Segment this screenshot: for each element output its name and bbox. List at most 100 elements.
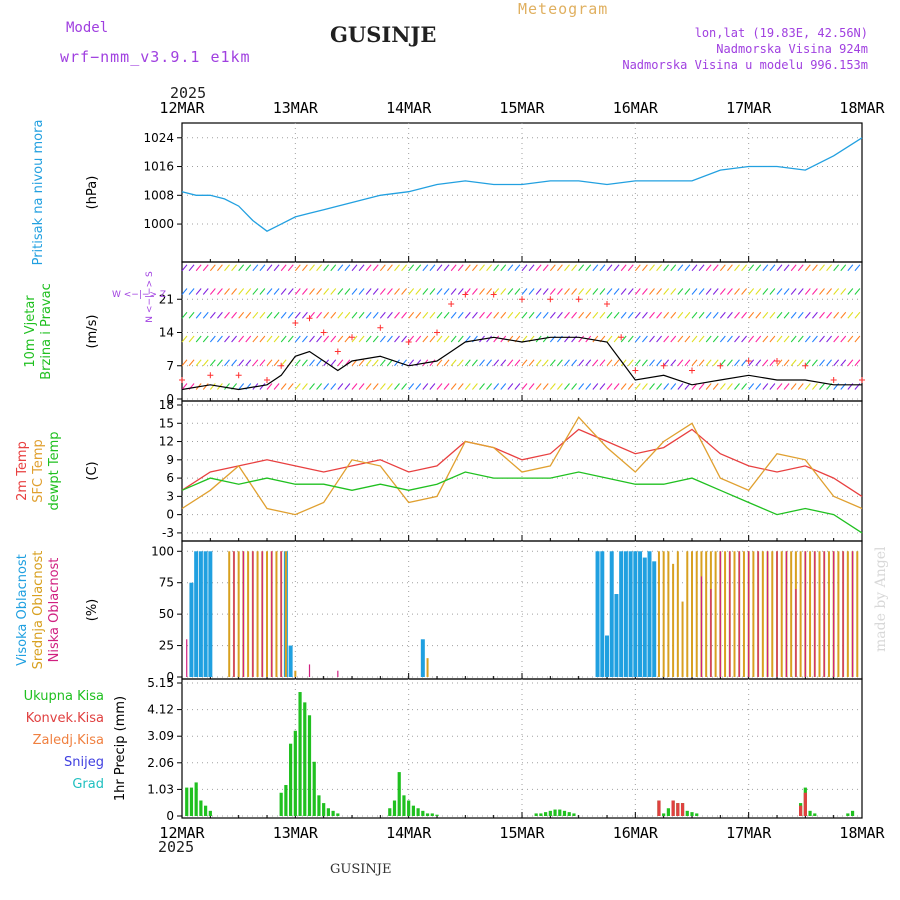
- wind-barb: [627, 335, 634, 343]
- wind-barb: [705, 335, 712, 343]
- wind-barb: [564, 288, 570, 295]
- wind-barb: [493, 264, 500, 272]
- wind-barb: [528, 288, 535, 295]
- precip-bar: [548, 810, 552, 816]
- wind-barb: [472, 359, 478, 367]
- y-axis-label: dewpt Temp: [47, 431, 62, 510]
- wind-barb: [578, 288, 585, 295]
- wind-barb: [181, 359, 188, 367]
- wind-barb: [450, 264, 457, 272]
- wind-barb: [634, 264, 641, 272]
- footer-label: GUSINJE: [330, 862, 392, 877]
- y-tick-label: 0: [166, 508, 174, 522]
- wind-barb: [634, 383, 641, 390]
- wind-barb: [273, 264, 280, 272]
- series-line-pressure: [181, 137, 863, 232]
- wind-barb: [351, 311, 358, 319]
- wind-barb: [670, 383, 677, 390]
- wind-barb: [528, 311, 535, 319]
- wind-barb: [450, 288, 457, 295]
- wind-barb: [847, 311, 854, 319]
- cloud-bar-high: [623, 551, 628, 677]
- wind-barb: [379, 264, 386, 272]
- wind-barb: [719, 264, 726, 272]
- wind-barb: [302, 288, 308, 295]
- wind-barb: [840, 335, 847, 343]
- wind-barb: [443, 288, 450, 295]
- panel-cloud: [177, 540, 863, 680]
- y-tick-label: 9: [166, 453, 174, 467]
- wind-barb: [549, 264, 556, 272]
- wind-barb: [642, 335, 648, 343]
- wind-barb: [259, 264, 266, 272]
- wind-barb: [719, 311, 726, 319]
- cloud-bar-high: [614, 594, 619, 677]
- y-tick-label: 1008: [143, 188, 174, 202]
- wind-barb: [224, 288, 230, 295]
- wind-barb: [464, 264, 471, 272]
- wind-barb: [372, 383, 379, 390]
- wind-barb: [309, 288, 315, 295]
- wind-barb: [847, 335, 854, 343]
- wind-barb: [656, 383, 662, 390]
- wind-gust-marker: [660, 362, 667, 369]
- wind-barb: [450, 335, 457, 343]
- wind-barb: [337, 383, 344, 390]
- wind-barb: [833, 359, 840, 367]
- x-tick-label-top: 17MAR: [726, 99, 772, 117]
- wind-barb: [712, 311, 719, 319]
- wind-barb: [854, 335, 861, 343]
- wind-barb: [833, 311, 840, 319]
- wind-barb: [783, 383, 790, 390]
- wind-barb: [294, 288, 301, 295]
- wind-barb: [280, 335, 287, 343]
- precip-bar: [799, 805, 803, 816]
- wind-barb: [627, 383, 634, 390]
- cloud-bar-high: [605, 635, 609, 677]
- wind-barb: [521, 359, 528, 367]
- wind-barb: [748, 383, 755, 390]
- wind-barb: [351, 288, 358, 295]
- wind-barb: [217, 264, 223, 272]
- wind-barb: [840, 359, 847, 367]
- wind-gust-marker: [830, 377, 837, 383]
- wind-barb: [358, 311, 365, 319]
- wind-barb: [727, 288, 733, 295]
- wind-barb: [833, 288, 840, 295]
- wind-barb: [372, 359, 379, 367]
- precip-bar: [666, 808, 670, 816]
- cloud-bar-mid: [294, 670, 297, 677]
- panel-temp: [177, 400, 863, 542]
- cloud-bar-high: [194, 551, 199, 677]
- cloud-bar-low: [776, 551, 778, 677]
- wind-barb: [358, 359, 365, 367]
- wind-barb: [783, 264, 790, 272]
- wind-gust-marker: [320, 329, 327, 336]
- wind-barb: [606, 335, 613, 343]
- x-tick-label-bottom: 17MAR: [726, 824, 772, 842]
- year-top: 2025: [170, 84, 207, 102]
- wind-barb: [620, 335, 627, 343]
- wind-barb: [727, 359, 733, 367]
- cloud-bar-mid: [837, 551, 840, 677]
- wind-barb: [585, 288, 592, 295]
- wind-barb: [287, 383, 294, 390]
- precip-bar: [416, 808, 420, 816]
- wind-barb: [769, 264, 776, 272]
- wind-barb: [464, 288, 471, 295]
- wind-barb: [266, 264, 273, 272]
- cloud-bar-low: [814, 551, 816, 677]
- wind-barb: [557, 311, 563, 319]
- wind-barb: [840, 264, 847, 272]
- wind-barb: [344, 288, 351, 295]
- wind-barb: [571, 311, 577, 319]
- cloud-bar-low: [766, 551, 769, 677]
- wind-barb: [727, 383, 733, 390]
- wind-barb: [712, 264, 719, 272]
- wind-barb: [387, 359, 393, 367]
- wind-barb: [181, 311, 188, 319]
- wind-barb: [422, 335, 429, 343]
- wind-barb: [472, 288, 478, 295]
- wind-gust-marker: [547, 296, 554, 303]
- wind-barb: [592, 311, 599, 319]
